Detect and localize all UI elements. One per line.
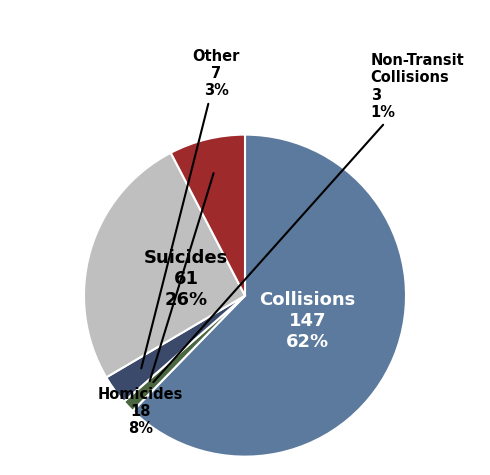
Wedge shape [106,295,245,402]
Text: Non-Transit
Collisions
3
1%: Non-Transit Collisions 3 1% [153,53,465,382]
Text: Homicides
18
8%: Homicides 18 8% [98,173,214,437]
Wedge shape [124,295,245,411]
Text: Collisions
147
62%: Collisions 147 62% [260,291,356,351]
Wedge shape [133,134,406,456]
Wedge shape [171,134,245,295]
Wedge shape [84,153,245,377]
Text: Suicides
61
26%: Suicides 61 26% [144,249,228,309]
Text: Other
7
3%: Other 7 3% [141,48,240,369]
